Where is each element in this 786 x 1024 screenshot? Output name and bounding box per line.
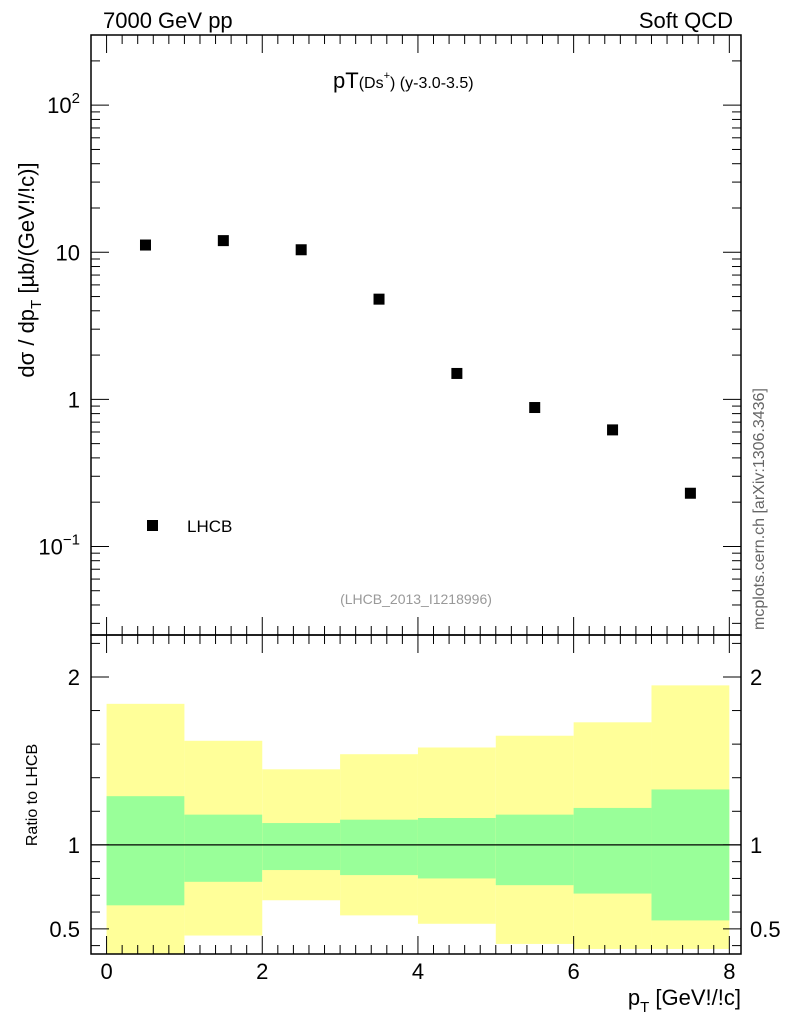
band-inner-bin	[573, 807, 652, 894]
xlabel-b: [GeV!/!c]	[649, 985, 741, 1010]
band-inner-bin	[184, 814, 263, 882]
data-point	[217, 235, 229, 247]
ratio-xtick-label: 2	[256, 959, 268, 984]
data-point	[607, 424, 619, 436]
ratio-ylabel: Ratio to LHCB	[24, 744, 41, 846]
side-label: mcplots.cern.ch [arXiv:1306.3436]	[751, 388, 768, 630]
main-axis-ticks	[91, 34, 741, 635]
legend-marker	[147, 520, 158, 531]
main-ytick-label: 102	[47, 90, 80, 118]
ratio-xlabel: pT [GeV!/!c]	[628, 985, 741, 1016]
ratio-axis-ticks	[91, 635, 741, 954]
main-panel: 10−1 1 10 102 pT(Ds+) (y-3.0-3.5) LHCB (LHC…	[14, 34, 742, 636]
header-right: Soft QCD	[639, 8, 733, 33]
data-point	[684, 487, 696, 499]
title-tail: ) (y-3.0-3.5)	[390, 75, 474, 92]
main-ytick-label: 10	[56, 240, 80, 265]
title-sub: (Ds	[359, 75, 384, 92]
band-inner-bin	[651, 789, 730, 921]
title-sup: +	[384, 70, 390, 82]
data-point	[373, 293, 385, 305]
xlabel-a: p	[628, 985, 640, 1010]
ratio-xtick-label: 8	[723, 959, 735, 984]
ratio-panel: 0.5 0.5 1 1 2 2 0 2 4 6 8 Ratio to LHCB pT [GeV!/!…	[24, 634, 781, 1016]
ratio-tick-labels: 0.5 0.5 1 1 2 2 0 2 4 6 8	[49, 665, 780, 984]
data-point	[295, 244, 307, 256]
ratio-ytick-label-left: 1	[68, 833, 80, 858]
ratio-xtick-label: 6	[568, 959, 580, 984]
band-inner-bin	[417, 818, 496, 879]
ratio-ytick-label-right: 0.5	[750, 917, 781, 942]
ratio-xtick-label: 4	[412, 959, 424, 984]
band-inner-bin	[262, 823, 341, 871]
data-point	[451, 367, 463, 379]
plot-title: pT(Ds+) (y-3.0-3.5)	[333, 68, 474, 93]
header-left: 7000 GeV pp	[103, 8, 233, 33]
ratio-xtick-label: 0	[100, 959, 112, 984]
main-ytick-label: 10−1	[38, 531, 80, 559]
ratio-frame	[90, 634, 742, 955]
main-ylabel: dσ / dpT [µb/(GeV!/!c)]	[14, 162, 45, 377]
band-inner-bin	[106, 796, 185, 906]
band-inner-bin	[340, 819, 418, 876]
data-point	[529, 402, 541, 414]
main-ytick-label: 1	[68, 387, 80, 412]
ratio-ytick-label-right: 1	[750, 833, 762, 858]
ylabel-sub: T	[28, 300, 45, 309]
analysis-tag: (LHCB_2013_I1218996)	[340, 591, 492, 607]
title-main: pT	[333, 68, 359, 93]
legend-label: LHCB	[187, 517, 232, 536]
main-frame	[90, 34, 742, 636]
band-inner-bin	[495, 814, 574, 886]
data-point	[139, 239, 151, 251]
ratio-ytick-label-left: 0.5	[49, 917, 80, 942]
main-data-points	[139, 235, 696, 499]
ratio-ytick-label-right: 2	[750, 665, 762, 690]
ratio-bands	[106, 685, 730, 954]
ylabel-b: [µb/(GeV!/!c)]	[14, 162, 39, 299]
ratio-ytick-label-left: 2	[68, 665, 80, 690]
ylabel-a: dσ / dp	[14, 309, 39, 378]
main-ytick-labels: 10−1 1 10 102	[38, 90, 80, 559]
xlabel-sub: T	[640, 999, 649, 1016]
